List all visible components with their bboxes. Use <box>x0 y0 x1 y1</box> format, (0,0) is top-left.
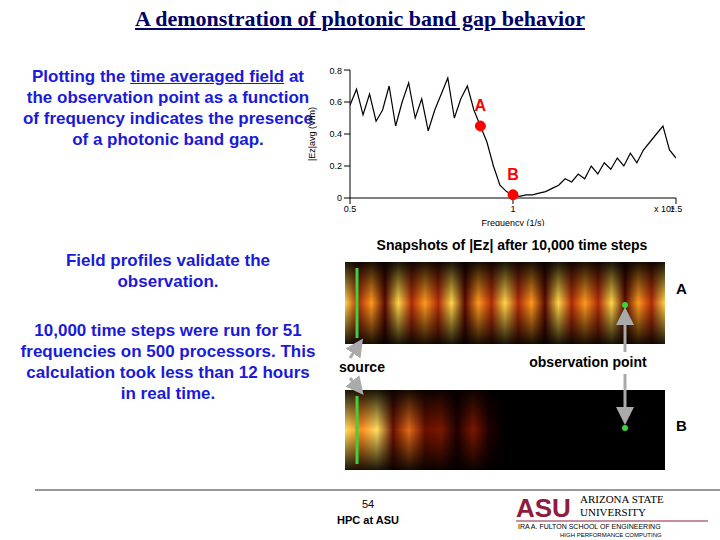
svg-text:A: A <box>475 97 487 114</box>
svg-text:0: 0 <box>337 193 342 203</box>
svg-text:HIGH PERFORMANCE COMPUTING: HIGH PERFORMANCE COMPUTING <box>560 532 662 538</box>
svg-text:observation point: observation point <box>529 354 647 370</box>
svg-text:UNIVERSITY: UNIVERSITY <box>580 506 646 518</box>
svg-text:0.4: 0.4 <box>329 129 342 139</box>
svg-text:ARIZONA STATE: ARIZONA STATE <box>580 493 664 505</box>
svg-text:0.5: 0.5 <box>344 204 357 214</box>
svg-text:A: A <box>676 280 687 297</box>
svg-text:1: 1 <box>510 204 515 214</box>
svg-text:0.8: 0.8 <box>329 66 342 76</box>
svg-text:ASU: ASU <box>516 493 571 523</box>
svg-text:IRA A. FULTON SCHOOL OF ENGINE: IRA A. FULTON SCHOOL OF ENGINEERING <box>518 523 661 530</box>
svg-text:0.6: 0.6 <box>329 97 342 107</box>
svg-text:Frequency (1/s): Frequency (1/s) <box>481 218 544 226</box>
svg-text:B: B <box>507 166 519 183</box>
svg-text:B: B <box>676 417 687 434</box>
svg-text:Snapshots of |Ez| after 10,000: Snapshots of |Ez| after 10,000 time step… <box>377 237 648 253</box>
svg-text:|Ez|avg (V/m): |Ez|avg (V/m) <box>308 107 317 161</box>
svg-text:source: source <box>339 359 385 375</box>
svg-text:0.2: 0.2 <box>329 161 342 171</box>
